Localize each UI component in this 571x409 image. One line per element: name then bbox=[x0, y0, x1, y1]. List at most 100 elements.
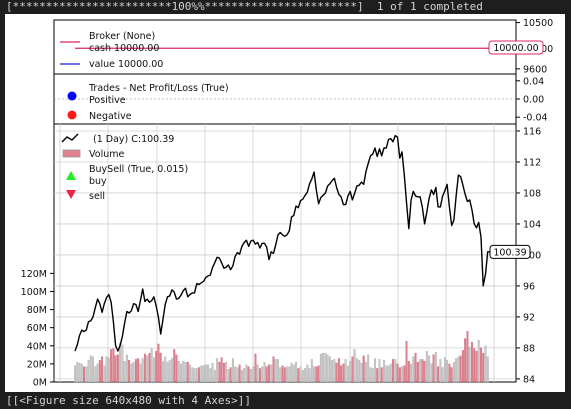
volume-bar bbox=[394, 359, 397, 383]
volume-bar bbox=[385, 365, 388, 383]
volume-bar bbox=[484, 345, 487, 383]
volume-bar bbox=[455, 358, 458, 383]
volume-bar bbox=[141, 358, 144, 383]
volume-bar bbox=[344, 359, 347, 383]
volume-bar bbox=[225, 361, 228, 383]
volume-bar bbox=[164, 356, 167, 383]
volume-bar bbox=[103, 365, 106, 383]
volume-bar bbox=[132, 361, 135, 383]
volume-bar bbox=[349, 361, 352, 383]
volume-bar bbox=[432, 354, 435, 383]
price-tick-label: 116 bbox=[523, 126, 541, 137]
volume-bar bbox=[148, 352, 151, 383]
volume-bar bbox=[107, 357, 110, 383]
volume-bar bbox=[200, 365, 203, 383]
volume-bar bbox=[346, 365, 349, 383]
volume-bar bbox=[161, 361, 164, 383]
volume-bar bbox=[258, 368, 261, 383]
figure: 10500100009600 Broker (None) cash 10000.… bbox=[5, 14, 565, 392]
volume-bar bbox=[189, 364, 191, 383]
volume-bar bbox=[209, 368, 212, 383]
volume-bar bbox=[306, 364, 309, 383]
volume-bar bbox=[439, 359, 442, 383]
volume-bar bbox=[274, 359, 277, 383]
volume-bar bbox=[358, 360, 361, 383]
price-y-ticks: 116 112 108 104 100 96 92 88 84 bbox=[516, 126, 541, 385]
volume-bar bbox=[410, 363, 413, 383]
volume-bar bbox=[407, 361, 410, 383]
broker-legend-title: Broker (None) bbox=[89, 31, 155, 42]
volume-bar bbox=[371, 368, 374, 383]
trades-tick-label: 0.00 bbox=[523, 95, 544, 106]
volume-tick-label: 60M bbox=[27, 323, 47, 334]
volume-bar bbox=[263, 361, 266, 383]
volume-bar bbox=[290, 362, 293, 383]
volume-bar bbox=[437, 366, 440, 383]
volume-bar bbox=[110, 349, 113, 383]
volume-bar bbox=[376, 368, 379, 383]
volume-bar bbox=[322, 352, 325, 383]
price-tick-label: 96 bbox=[523, 281, 535, 292]
price-tick-label: 84 bbox=[523, 374, 535, 385]
volume-bar bbox=[301, 370, 304, 383]
volume-bar bbox=[222, 362, 225, 383]
volume-bar bbox=[461, 350, 464, 383]
volume-bar bbox=[475, 351, 478, 383]
volume-bar bbox=[76, 361, 79, 383]
volume-bar bbox=[283, 367, 286, 383]
price-tick-label: 112 bbox=[523, 157, 541, 168]
volume-bar bbox=[353, 349, 356, 383]
volume-bar bbox=[473, 348, 476, 383]
volume-bar bbox=[333, 359, 336, 383]
volume-bar bbox=[308, 368, 311, 383]
volume-bar bbox=[428, 355, 431, 383]
price-line bbox=[74, 134, 490, 352]
volume-bar bbox=[157, 343, 160, 383]
volume-bar bbox=[279, 367, 282, 383]
volume-bar bbox=[430, 363, 433, 383]
volume-bar bbox=[355, 358, 358, 383]
volume-bar bbox=[134, 359, 137, 383]
volume-bar bbox=[378, 359, 381, 383]
trades-legend-negative-label: Negative bbox=[89, 111, 132, 122]
price-axes-frame bbox=[53, 123, 517, 383]
volume-bar bbox=[398, 367, 401, 383]
volume-bar bbox=[374, 358, 376, 383]
volume-bar bbox=[268, 364, 270, 383]
trades-tick-label: -0.04 bbox=[523, 113, 548, 124]
volume-bar bbox=[114, 355, 117, 383]
volume-bar bbox=[416, 361, 419, 383]
volume-bar bbox=[387, 365, 390, 383]
volume-bar bbox=[155, 351, 158, 383]
volume-bar bbox=[218, 361, 221, 383]
volume-bar bbox=[236, 367, 239, 383]
volume-bar bbox=[360, 362, 363, 383]
volume-tick-label: 0M bbox=[33, 378, 47, 389]
volume-bar bbox=[254, 353, 257, 383]
trades-legend: Trades - Net Profit/Loss (True) Positive… bbox=[67, 83, 229, 122]
volume-bar bbox=[401, 366, 403, 383]
volume-bar bbox=[184, 361, 187, 383]
volume-bar bbox=[367, 354, 370, 383]
broker-axes-frame bbox=[53, 19, 517, 75]
volume-y-ticks: 120M 100M 80M 60M 40M 20M 0M bbox=[21, 269, 54, 389]
price-tick-label: 92 bbox=[523, 312, 535, 323]
trades-legend-negative-marker bbox=[67, 110, 77, 120]
broker-value-tag-text: 10000.00 bbox=[493, 43, 538, 54]
volume-bar bbox=[328, 356, 331, 383]
volume-bar bbox=[331, 360, 334, 383]
volume-bar bbox=[171, 358, 173, 383]
volume-bar bbox=[243, 368, 246, 383]
volume-bar bbox=[389, 363, 392, 383]
volume-bar bbox=[324, 352, 327, 383]
volume-bar bbox=[105, 356, 108, 383]
volume-bar bbox=[130, 363, 133, 383]
volume-bar bbox=[146, 355, 149, 383]
volume-bar bbox=[128, 360, 131, 383]
volume-bar bbox=[180, 363, 182, 383]
price-legend-line-label: (1 Day) C:100.39 bbox=[93, 134, 174, 145]
volume-bar bbox=[234, 366, 237, 383]
volume-bar bbox=[272, 356, 275, 383]
volume-bar bbox=[193, 368, 196, 383]
volume-bar bbox=[87, 360, 90, 383]
